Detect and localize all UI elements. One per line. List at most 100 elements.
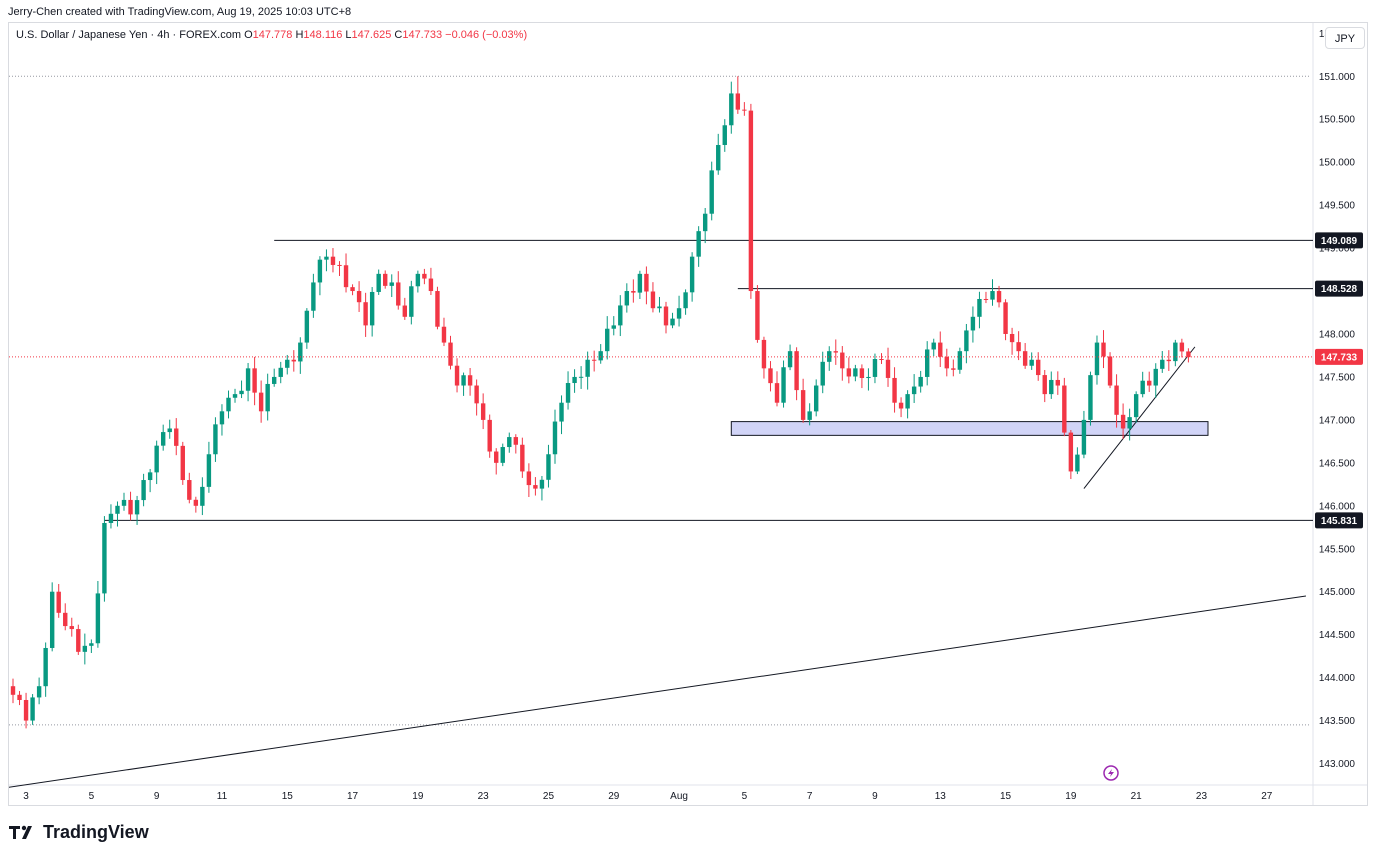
candle-body (422, 273, 427, 279)
candle-body (409, 286, 414, 317)
candle-body (951, 368, 956, 370)
time-tick-label: 11 (217, 791, 228, 802)
support-zone-rect[interactable] (730, 421, 1209, 436)
candle-body (1029, 359, 1034, 366)
candle-body (1055, 379, 1060, 386)
candle-body (578, 376, 584, 378)
candle-body (944, 356, 949, 369)
candle-body (872, 359, 878, 377)
candle-body (167, 428, 172, 433)
candle-body (970, 316, 976, 331)
candle-body (43, 647, 48, 687)
currency-button[interactable]: JPY (1325, 27, 1365, 49)
candle-body (618, 305, 623, 326)
candle-body (605, 328, 610, 352)
time-tick-label: 29 (608, 791, 620, 802)
candle-body (396, 282, 401, 306)
low-label: L (345, 29, 352, 41)
candle-body (735, 93, 741, 110)
candle-body (507, 437, 512, 448)
candle-body (219, 411, 225, 425)
candle-body (552, 421, 558, 455)
candle-body (631, 291, 636, 293)
candle-body (435, 291, 440, 327)
candlestick-chart[interactable]: 143.000 143.500 144.000 144.500 145.000 145.5… (9, 23, 1367, 805)
candle-body (898, 402, 904, 409)
candle-body (1114, 385, 1119, 415)
candle-body (807, 411, 812, 420)
time-tick-label: 27 (1261, 791, 1273, 802)
close-label: C (394, 29, 403, 41)
level-price-badge-bg (1315, 512, 1363, 529)
candle-body (1166, 359, 1172, 362)
candle-body (1009, 333, 1015, 343)
flash-icon[interactable] (1103, 765, 1119, 781)
candle-body (820, 361, 825, 386)
open-label: O (244, 29, 253, 41)
tradingview-logo[interactable]: TradingView (9, 821, 149, 843)
trend-line[interactable] (1083, 346, 1196, 489)
candle-body (232, 394, 238, 398)
price-tick-label: 150.500 (1319, 115, 1356, 126)
price-tick-label: 149.000 (1319, 244, 1356, 255)
candle-body (1049, 379, 1054, 395)
candle-body (1081, 419, 1087, 455)
candle-body (650, 291, 656, 309)
candle-body (1107, 356, 1113, 386)
candle-body (990, 291, 995, 300)
price-tick-label: 143.000 (1319, 759, 1356, 770)
candle-body (330, 256, 336, 265)
candle-body (1133, 394, 1139, 418)
candle-body (813, 385, 819, 412)
time-tick-label: 9 (154, 791, 160, 802)
low-value: 147.625 (351, 29, 392, 41)
candle-body (748, 110, 754, 292)
time-tick-label: 23 (478, 791, 490, 802)
time-tick-label: 19 (412, 791, 424, 802)
candle-body (154, 445, 159, 473)
candle-body (213, 424, 218, 455)
candle-body (840, 352, 845, 369)
candle-body (56, 591, 61, 613)
candle-body (709, 170, 714, 214)
candle-body (676, 308, 682, 319)
candle-body (82, 645, 88, 652)
candle-body (23, 699, 29, 721)
candle-body (683, 292, 688, 309)
candle-body (800, 390, 806, 420)
candle-body (565, 383, 571, 403)
candle-body (160, 432, 166, 446)
candle-body (265, 383, 270, 412)
trend-line[interactable] (9, 595, 1307, 788)
time-tick-label: 25 (543, 791, 555, 802)
candle-body (415, 273, 421, 287)
candle-body (10, 686, 16, 695)
candle-body (317, 259, 323, 283)
price-tick-label: 146.500 (1319, 458, 1356, 469)
time-tick-label: 3 (23, 791, 29, 802)
candle-body (108, 513, 114, 523)
level-price-badge: 145.831 (1321, 516, 1358, 527)
candle-body (918, 376, 923, 387)
time-tick-label: Aug (670, 791, 688, 802)
candle-body (546, 454, 551, 480)
candle-body (768, 368, 773, 384)
candle-body (402, 305, 407, 317)
candle-body (1068, 432, 1074, 472)
open-value: 147.778 (252, 29, 293, 41)
candle-body (121, 499, 127, 506)
candle-body (716, 144, 721, 171)
candle-body (559, 402, 564, 422)
candle-body (657, 306, 662, 309)
chart-pane[interactable]: 143.000 143.500 144.000 144.500 145.000 145.5… (8, 22, 1368, 806)
candle-body (369, 291, 375, 326)
candle-body (1147, 380, 1152, 386)
candle-body (846, 368, 852, 377)
candle-body (1094, 342, 1100, 376)
time-tick-label: 21 (1131, 791, 1143, 802)
candle-body (925, 349, 930, 377)
candle-body (461, 375, 466, 386)
candle-body (1140, 380, 1145, 395)
candle-body (389, 282, 394, 286)
candle-body (513, 437, 519, 445)
